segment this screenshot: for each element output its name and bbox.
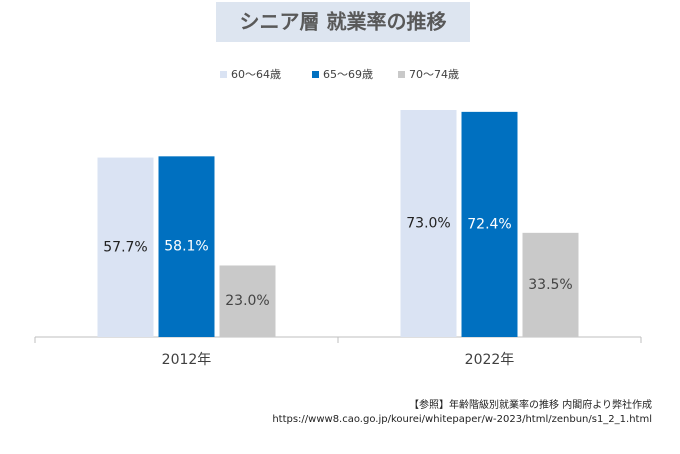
- data-label: 57.7%: [103, 239, 147, 255]
- legend-swatch: [220, 71, 227, 78]
- legend-swatch: [398, 71, 405, 78]
- bar: [400, 110, 457, 337]
- legend-label: 65～69歳: [323, 68, 373, 81]
- bar: [97, 157, 154, 337]
- bar: [461, 111, 518, 337]
- data-label: 72.4%: [467, 216, 511, 232]
- source-note: https://www8.cao.go.jp/kourei/whitepaper…: [272, 414, 652, 425]
- chart-title: シニア層 就業率の推移: [240, 10, 447, 34]
- data-label: 23.0%: [225, 293, 269, 309]
- bar: [522, 232, 579, 337]
- bar: [219, 265, 276, 337]
- legend-label: 70～74歳: [409, 68, 459, 81]
- data-label: 33.5%: [528, 277, 572, 293]
- data-label: 73.0%: [406, 216, 450, 232]
- x-tick-label: 2022年: [465, 352, 515, 368]
- bar: [158, 156, 215, 337]
- x-tick-label: 2012年: [162, 352, 212, 368]
- source-note: 【参照】年齢階級別就業率の推移 内閣府より弊社作成: [409, 398, 652, 411]
- legend-label: 60～64歳: [231, 68, 281, 81]
- legend-swatch: [312, 71, 319, 78]
- data-label: 58.1%: [164, 239, 208, 255]
- title-box: [216, 2, 470, 42]
